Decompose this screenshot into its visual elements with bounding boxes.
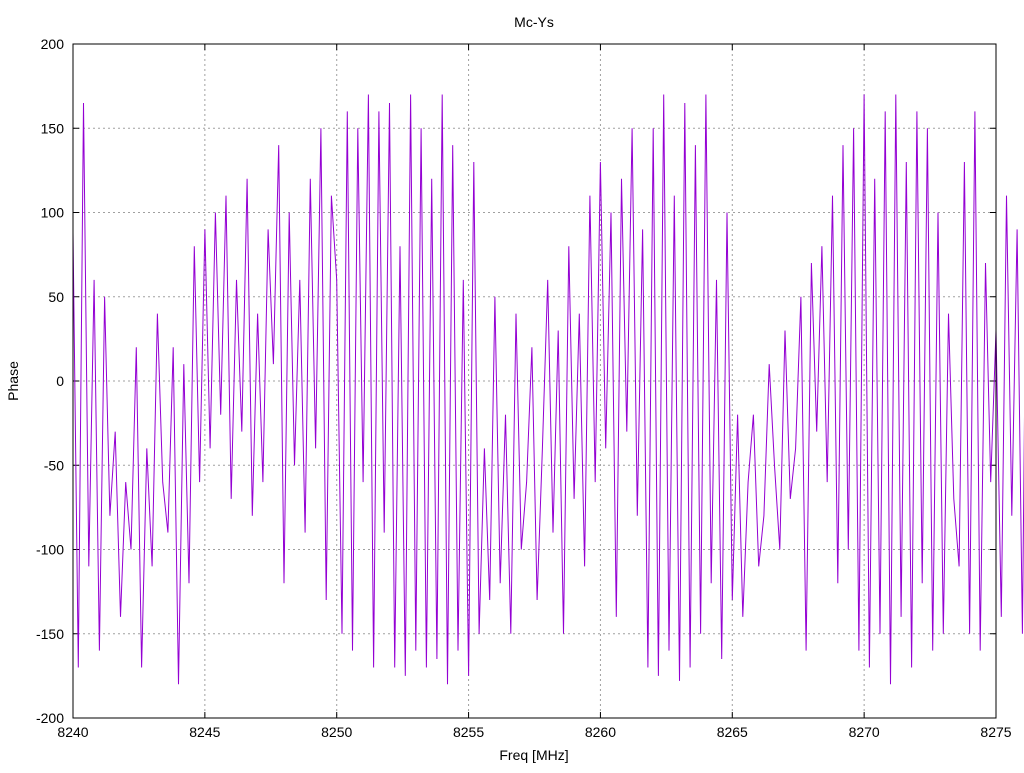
y-tick-label: 100 bbox=[41, 205, 65, 221]
y-tick-label: -200 bbox=[36, 710, 64, 726]
y-tick-label: 0 bbox=[56, 373, 64, 389]
y-tick-label: 150 bbox=[41, 120, 65, 136]
x-tick-label: 8250 bbox=[321, 724, 352, 740]
y-axis-label: Phase bbox=[5, 361, 21, 401]
x-tick-label: 8245 bbox=[189, 724, 220, 740]
chart-title: Mc-Ys bbox=[514, 14, 554, 30]
plot-border bbox=[72, 43, 997, 719]
x-tick-label: 8270 bbox=[849, 724, 880, 740]
grid bbox=[73, 44, 996, 718]
y-tick-label: 50 bbox=[48, 289, 64, 305]
x-tick-label: 8240 bbox=[57, 724, 88, 740]
x-tick-label: 8260 bbox=[585, 724, 616, 740]
axis-ticks: 8240 8245 8250 8255 8260 8265 8270 8275 -200 -150… bbox=[36, 36, 1012, 740]
x-tick-label: 8275 bbox=[980, 724, 1011, 740]
x-axis-label: Freq [MHz] bbox=[499, 747, 568, 763]
y-tick-label: -100 bbox=[36, 542, 64, 558]
y-tick-label: -50 bbox=[44, 457, 64, 473]
x-tick-label: 8265 bbox=[717, 724, 748, 740]
y-tick-label: -150 bbox=[36, 626, 64, 642]
series-line bbox=[72, 94, 1024, 685]
x-tick-label: 8255 bbox=[453, 724, 484, 740]
y-tick-label: 200 bbox=[41, 36, 65, 52]
